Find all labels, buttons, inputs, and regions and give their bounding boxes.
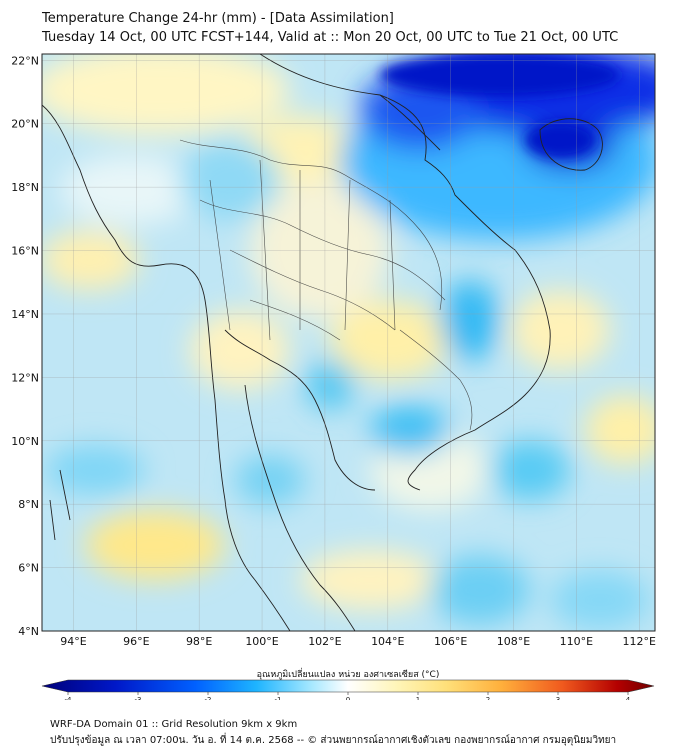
lon-tick-label: 100°E [245, 635, 278, 648]
map-frame [41, 53, 656, 632]
colorbar-tick-label: -4 [65, 696, 73, 700]
lon-tick-label: 108°E [497, 635, 530, 648]
colorbar [41, 679, 655, 693]
lon-tick-label: 112°E [623, 635, 656, 648]
lat-tick-label: 10°N [11, 435, 39, 448]
map-subtitle: Tuesday 14 Oct, 00 UTC FCST+144, Valid a… [42, 30, 619, 45]
lon-tick-label: 106°E [434, 635, 467, 648]
lon-tick-label: 104°E [371, 635, 404, 648]
colorbar-tick-label: -2 [205, 696, 212, 700]
colorbar-tick-label: 0 [346, 696, 350, 700]
lon-tick-label: 98°E [186, 635, 212, 648]
lat-tick-label: 14°N [11, 308, 39, 321]
temperature-field [42, 54, 655, 631]
colorbar-tick-label: 1 [416, 696, 420, 700]
colorbar-tick-label: 4 [626, 696, 631, 700]
colorbar-tick-label: 3 [556, 696, 560, 700]
colorbar-tick-label: 2 [486, 696, 490, 700]
lat-tick-label: 6°N [18, 562, 39, 575]
colorbar-tick-label: -3 [135, 696, 142, 700]
lon-tick-label: 110°E [560, 635, 593, 648]
colorbar-label: อุณหภูมิเปลี่ยนแปลง หน่วย องศาเซลเซียส (… [257, 667, 440, 680]
lat-tick-label: 8°N [18, 498, 39, 511]
footer-credit: ปรับปรุงข้อมูล ณ เวลา 07:00น. วัน อ. ที่… [50, 735, 617, 746]
lat-tick-label: 20°N [11, 118, 39, 131]
map-title: Temperature Change 24-hr (mm) - [Data As… [42, 11, 394, 26]
gridlines [42, 54, 655, 631]
lon-tick-label: 94°E [60, 635, 86, 648]
temperature-change-map: 22°N 20°N 18°N 16°N 14°N 12°N 10°N 8°N 6°N 4°N 94… [11, 53, 656, 700]
latitude-axis: 22°N 20°N 18°N 16°N 14°N 12°N 10°N 8°N 6°N 4°N [11, 54, 39, 638]
colorbar-ticks: -4 -3 -2 -1 0 1 2 3 4 [65, 692, 631, 700]
colorbar-tick-label: -1 [275, 696, 282, 700]
lon-tick-label: 102°E [308, 635, 341, 648]
longitude-axis: 94°E 96°E 98°E 100°E 102°E 104°E 106°E 108°E 110… [60, 635, 656, 648]
lat-tick-label: 18°N [11, 181, 39, 194]
footer-model-info: WRF-DA Domain 01 :: Grid Resolution 9km … [50, 719, 298, 730]
lat-tick-label: 22°N [11, 54, 39, 67]
lat-tick-label: 12°N [11, 371, 39, 384]
lat-tick-label: 4°N [18, 625, 39, 638]
lat-tick-label: 16°N [11, 245, 39, 258]
lon-tick-label: 96°E [123, 635, 149, 648]
